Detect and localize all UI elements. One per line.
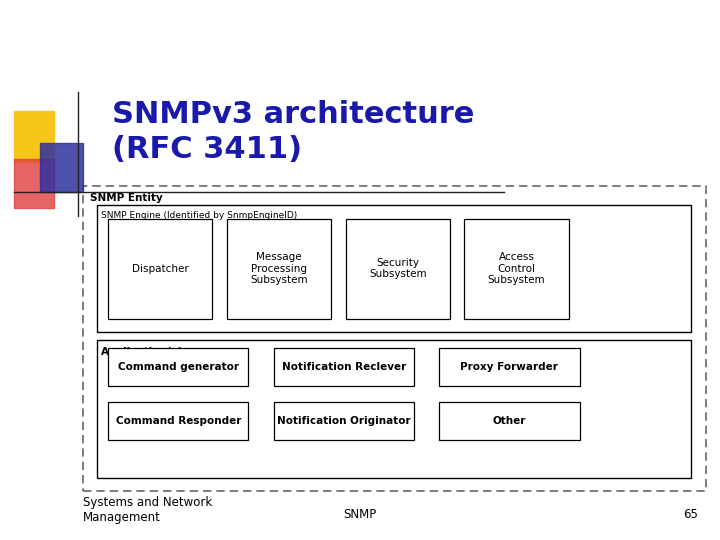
Text: Notification Reclever: Notification Reclever bbox=[282, 362, 406, 372]
Text: Other: Other bbox=[492, 416, 526, 426]
Text: SNMP Entity: SNMP Entity bbox=[90, 193, 163, 203]
Bar bbox=[108, 219, 212, 319]
Bar bbox=[464, 219, 569, 319]
Text: Security
Subsystem: Security Subsystem bbox=[369, 258, 427, 280]
Text: Proxy Forwarder: Proxy Forwarder bbox=[461, 362, 558, 372]
Bar bbox=[346, 219, 450, 319]
Text: Command generator: Command generator bbox=[117, 362, 239, 372]
Bar bbox=[97, 340, 691, 478]
Text: Access
Control
Subsystem: Access Control Subsystem bbox=[487, 252, 546, 285]
Text: Command Responder: Command Responder bbox=[115, 416, 241, 426]
Text: 65: 65 bbox=[683, 508, 698, 521]
Text: SNMP Engine (Identified by SnmpEngineID): SNMP Engine (Identified by SnmpEngineID) bbox=[101, 211, 297, 220]
Bar bbox=[83, 186, 706, 491]
Text: Message
Processing
Subsystem: Message Processing Subsystem bbox=[250, 252, 308, 285]
Text: Systems and Network
Management: Systems and Network Management bbox=[83, 496, 212, 524]
Text: Notification Originator: Notification Originator bbox=[277, 416, 410, 426]
Bar bbox=[274, 348, 414, 386]
Text: Dispatcher: Dispatcher bbox=[132, 264, 189, 274]
Bar bbox=[108, 348, 248, 386]
Bar bbox=[40, 143, 83, 192]
Bar bbox=[439, 348, 580, 386]
Bar bbox=[108, 402, 248, 440]
Bar bbox=[274, 402, 414, 440]
Bar bbox=[97, 205, 691, 332]
Text: SNMP: SNMP bbox=[343, 508, 377, 521]
Text: Application(s): Application(s) bbox=[101, 347, 184, 357]
Bar bbox=[14, 159, 54, 208]
Text: SNMPv3 architecture
(RFC 3411): SNMPv3 architecture (RFC 3411) bbox=[112, 100, 474, 164]
Bar bbox=[227, 219, 331, 319]
Bar bbox=[14, 111, 54, 162]
Bar bbox=[439, 402, 580, 440]
